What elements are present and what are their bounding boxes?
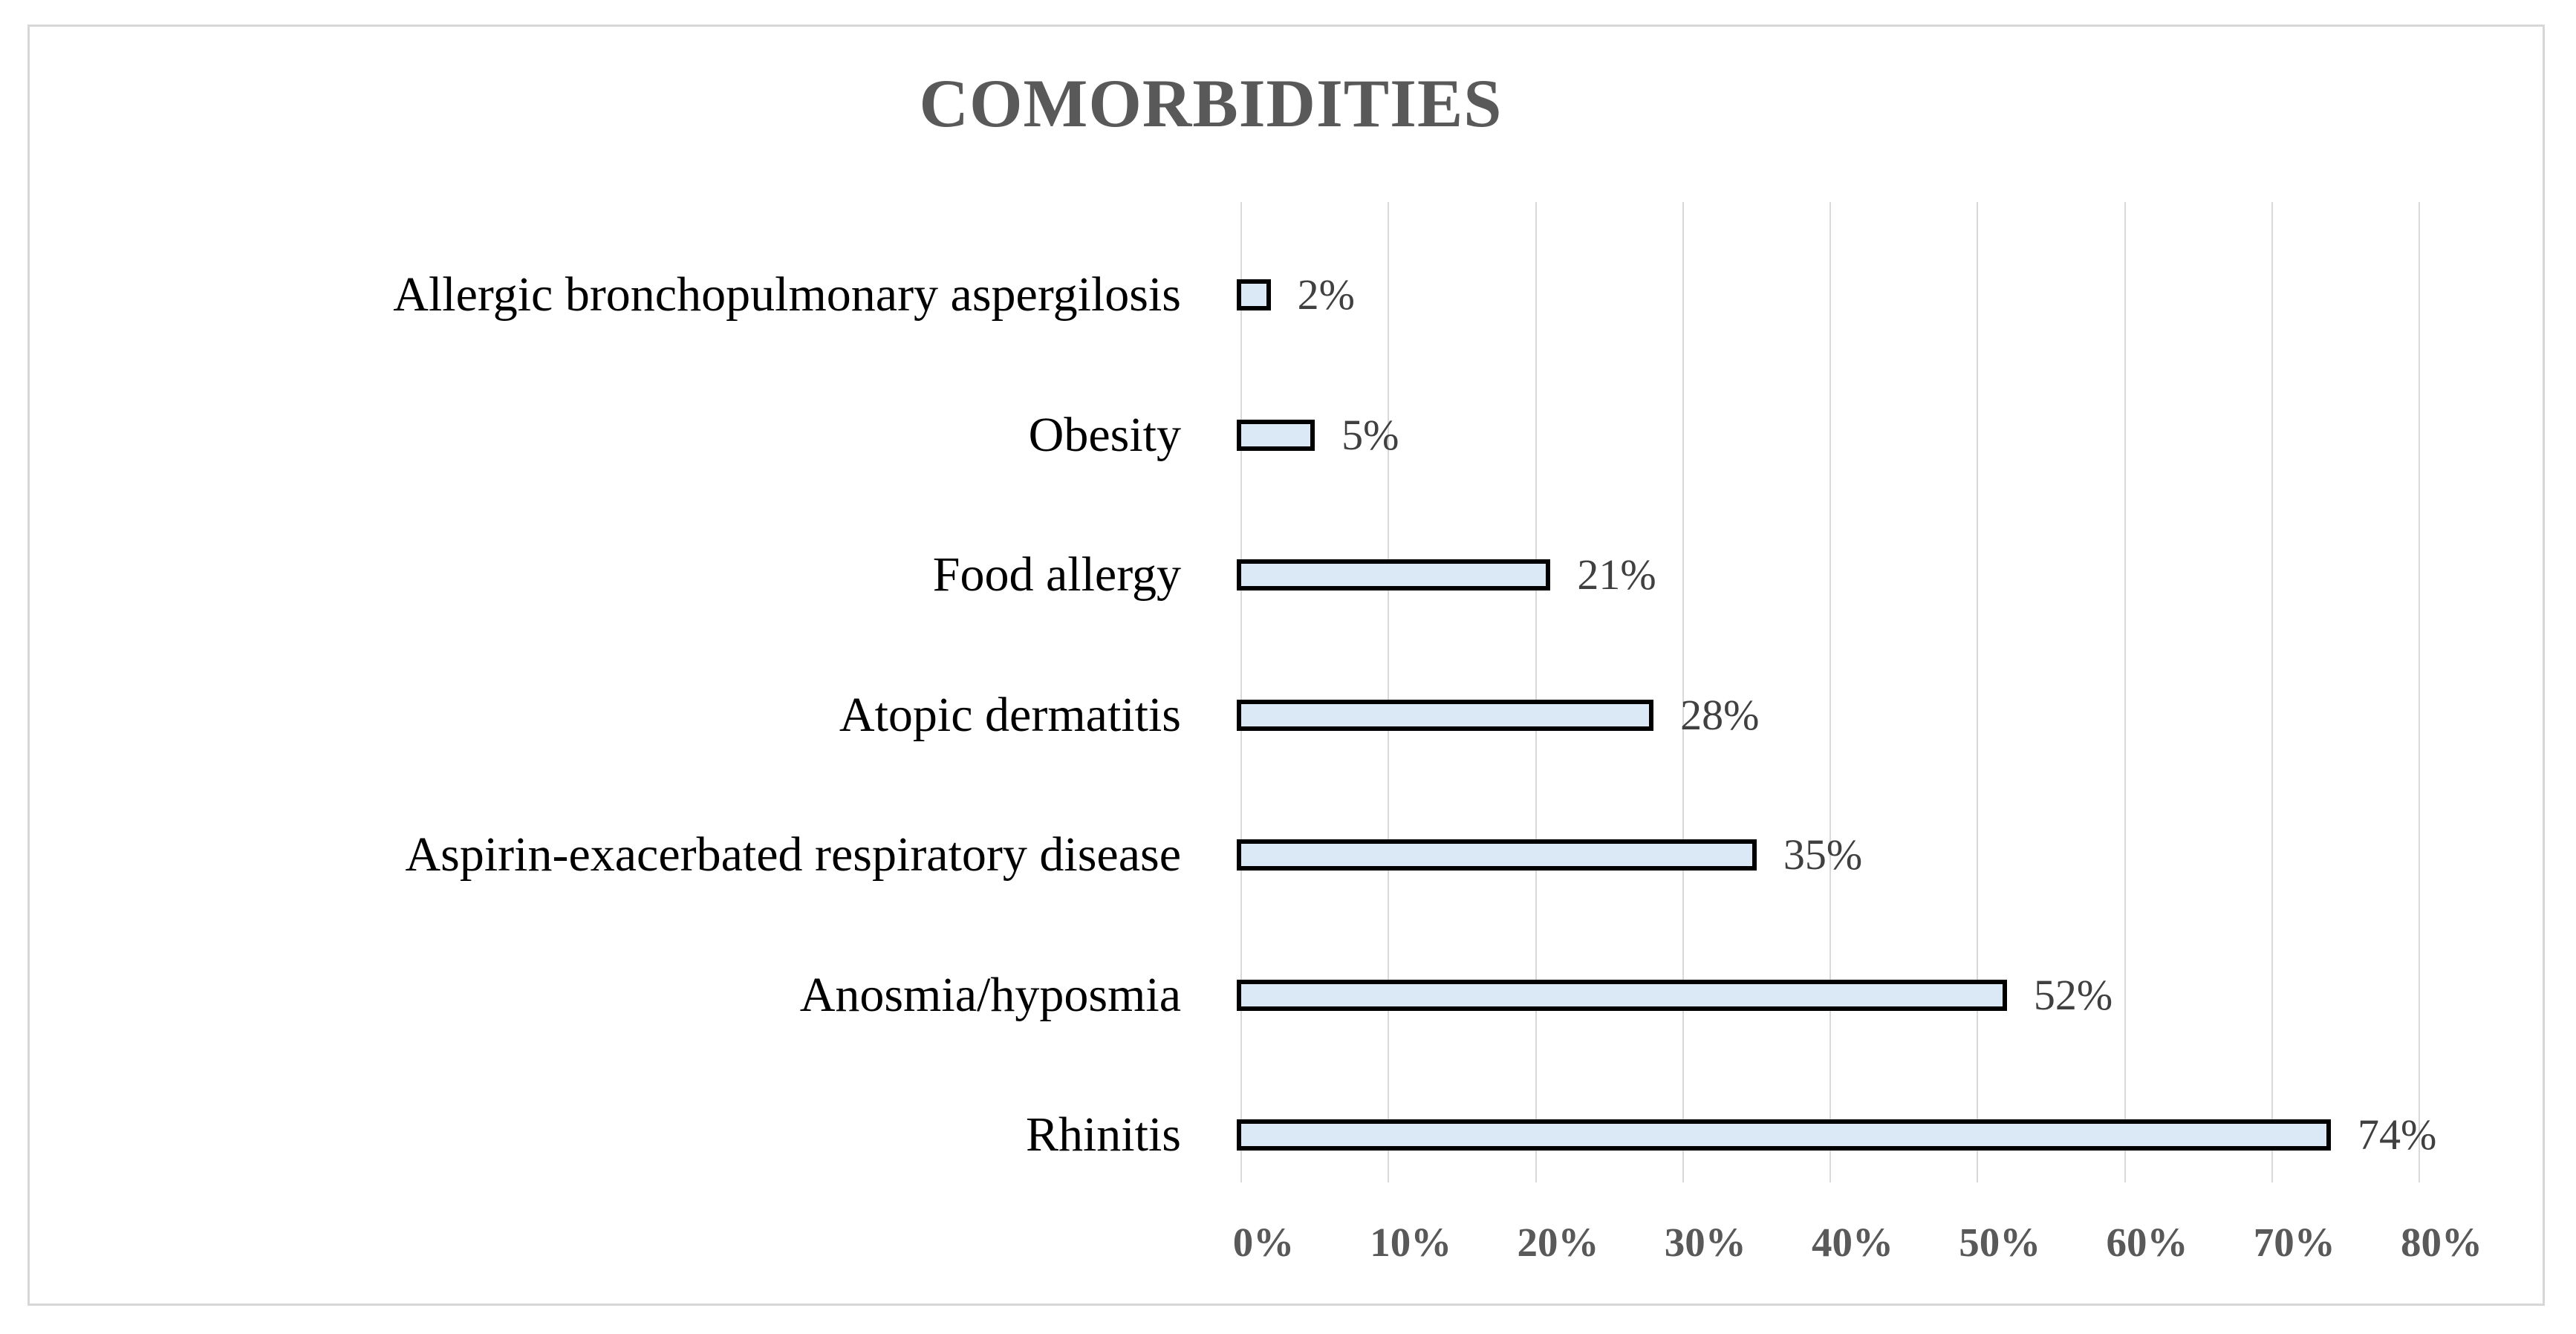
bar: [1237, 839, 1757, 871]
x-tick-label: 60%: [2106, 1220, 2188, 1265]
data-label: 74%: [2358, 1110, 2437, 1159]
gridline: [1682, 202, 1684, 1182]
x-tick-label: 0%: [1232, 1220, 1295, 1265]
x-tick-label: 70%: [2253, 1220, 2335, 1265]
x-tick-label: 50%: [1959, 1220, 2041, 1265]
gridline: [1829, 202, 1831, 1182]
category-label: Anosmia/hyposmia: [799, 967, 1181, 1022]
x-tick-label: 80%: [2401, 1220, 2482, 1265]
x-tick-label: 20%: [1517, 1220, 1599, 1265]
gridline: [1535, 202, 1537, 1182]
bar: [1237, 419, 1315, 451]
gridline: [1977, 202, 1979, 1182]
category-label: Food allergy: [932, 547, 1181, 602]
category-label: Allergic bronchopulmonary aspergilosis: [393, 267, 1181, 322]
data-label: 2%: [1297, 270, 1355, 319]
gridline: [2419, 202, 2420, 1182]
gridline: [2271, 202, 2273, 1182]
x-tick-label: 30%: [1664, 1220, 1746, 1265]
plot-area: [1240, 202, 2420, 1182]
category-label: Atopic dermatitis: [839, 687, 1181, 742]
gridline: [1240, 202, 1242, 1182]
category-label: Obesity: [1028, 407, 1181, 462]
bar: [1237, 699, 1654, 731]
category-label: Rhinitis: [1025, 1107, 1181, 1162]
bar: [1237, 1119, 2332, 1151]
data-label: 52%: [2033, 970, 2113, 1019]
category-label: Aspirin-exacerbated respiratory disease: [405, 827, 1181, 882]
gridline: [2124, 202, 2126, 1182]
bar: [1237, 559, 1551, 590]
bar: [1237, 979, 2007, 1011]
gridline: [1388, 202, 1390, 1182]
x-tick-label: 40%: [1812, 1220, 1893, 1265]
data-label: 28%: [1680, 690, 1760, 739]
x-tick-label: 10%: [1370, 1220, 1452, 1265]
bar: [1237, 279, 1271, 310]
data-label: 21%: [1577, 550, 1656, 599]
data-label: 35%: [1783, 830, 1863, 879]
data-label: 5%: [1341, 410, 1399, 459]
chart-title: COMORBIDITIES: [919, 65, 1503, 141]
